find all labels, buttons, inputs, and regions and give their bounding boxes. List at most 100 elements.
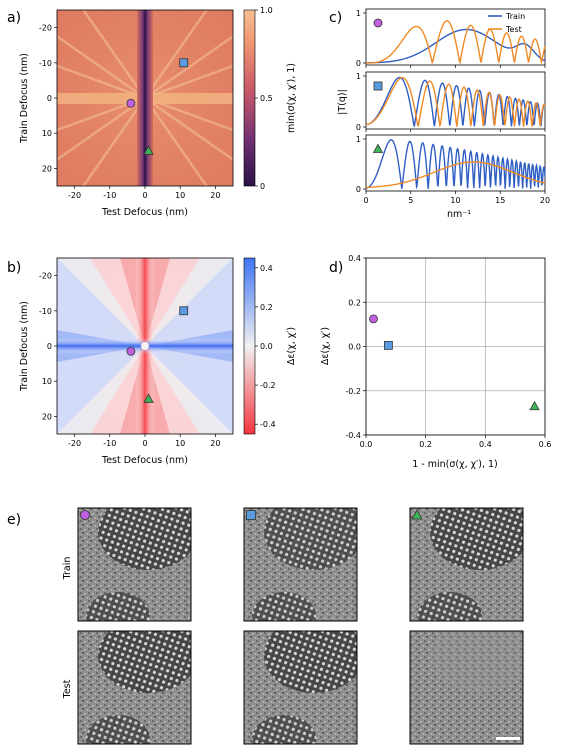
micrograph-border xyxy=(243,630,358,745)
nanoparticle xyxy=(86,592,150,621)
nanoparticle xyxy=(252,592,316,621)
test-curve xyxy=(366,20,546,65)
y-tick-label: -20 xyxy=(39,24,52,33)
x-tick-label: 0.6 xyxy=(539,440,552,449)
marker-circle xyxy=(80,510,90,520)
micrograph-border xyxy=(77,507,192,622)
panel-a-ylabel: Train Defocus (nm) xyxy=(19,53,30,144)
marker-triangle xyxy=(372,143,384,153)
marker-triangle xyxy=(143,393,154,403)
panel-b-ylabel: Train Defocus (nm) xyxy=(19,301,30,392)
x-tick-label: 20 xyxy=(540,196,550,205)
marker-circle xyxy=(369,314,378,324)
x-tick-label: 0 xyxy=(142,439,147,448)
panel-c-label: c) xyxy=(329,10,342,26)
marker-circle xyxy=(126,98,136,108)
panel-e-row-train: Train xyxy=(62,557,73,581)
y-tick-label: 1 xyxy=(356,72,361,81)
legend-train-label: Train xyxy=(505,12,525,21)
y-tick-label: 20 xyxy=(42,412,52,421)
nanoparticle xyxy=(98,508,191,570)
x-tick-label: 10 xyxy=(450,196,460,205)
marker-circle xyxy=(126,346,136,356)
y-tick-label: 10 xyxy=(42,129,52,138)
micrograph-content xyxy=(410,631,523,744)
x-tick-label: -20 xyxy=(68,439,81,448)
micrograph-tile xyxy=(409,630,524,745)
y-tick-label: -10 xyxy=(39,59,52,68)
panel-a-axes: -20 -10 0 10 20 -20 -10 0 10 20 xyxy=(39,24,221,200)
panel-b: -20 -10 0 10 20 -20 -10 0 10 20 Test Defocus (nm)… xyxy=(7,257,297,466)
heatmap-ray xyxy=(81,97,147,186)
panel-c-xlabel: nm⁻¹ xyxy=(447,209,471,220)
panel-a-colorbar xyxy=(243,9,256,187)
x-tick-label: 0 xyxy=(142,191,147,200)
panel-d-label: d) xyxy=(329,260,343,276)
x-tick-label: -10 xyxy=(103,191,116,200)
heatmap-ray xyxy=(57,96,146,132)
marker-square xyxy=(383,340,393,350)
y-tick-label: 1 xyxy=(356,9,361,18)
test-curve xyxy=(365,77,546,128)
micrograph-tile xyxy=(77,507,192,622)
marker-square xyxy=(179,306,189,316)
panel-c-legend: Train Test xyxy=(488,12,525,34)
x-tick-label: 15 xyxy=(495,196,505,205)
y-tick-label: 1 xyxy=(356,135,361,144)
panel-a-label: a) xyxy=(7,10,21,26)
y-tick-label: 0 xyxy=(47,342,52,351)
nanoparticle xyxy=(264,508,357,570)
marker-triangle xyxy=(529,400,540,411)
panel-e-row-test: Test xyxy=(62,679,73,699)
heatmap-ray xyxy=(144,64,233,100)
panel-b-colorbar-ticks: 0.4 0.2 0.0 -0.2 -0.4 xyxy=(255,264,276,429)
micrograph-tile xyxy=(243,507,358,622)
y-tick-label: 0 xyxy=(356,59,361,68)
scale-bar xyxy=(496,737,520,740)
heatmap-ray xyxy=(57,64,146,100)
panel-a-xlabel: Test Defocus (nm) xyxy=(101,207,188,218)
y-tick-label: -20 xyxy=(39,272,52,281)
marker-square xyxy=(179,58,189,68)
x-tick-label: 0.0 xyxy=(360,440,373,449)
micrograph-content xyxy=(410,508,523,621)
legend-test-label: Test xyxy=(505,25,522,34)
micrograph-content xyxy=(244,631,357,744)
micrograph-noise xyxy=(410,631,523,744)
x-tick-label: 20 xyxy=(210,439,220,448)
panel-e-label: e) xyxy=(7,512,21,528)
x-tick-label: 0 xyxy=(363,196,368,205)
panel-b-label: b) xyxy=(7,260,21,276)
train-curve xyxy=(365,28,546,64)
panel-a-heatmap xyxy=(57,10,233,186)
marker-square xyxy=(373,81,383,91)
y-tick-label: -0.4 xyxy=(345,431,361,440)
panel-d: 0.0 0.2 0.4 0.6 0.4 0.2 0.0 -0.2 -0.4 1 - min(σ(… xyxy=(320,254,551,470)
micrograph-content xyxy=(244,508,357,621)
marker-triangle xyxy=(143,145,154,155)
y-tick-label: -10 xyxy=(39,307,52,316)
x-tick-label: 5 xyxy=(408,196,413,205)
micrograph-tile xyxy=(77,630,192,745)
panel-d-axes: 0.0 0.2 0.4 0.6 0.4 0.2 0.0 -0.2 -0.4 xyxy=(345,254,551,449)
heatmap-ray xyxy=(57,96,146,162)
x-tick-label: 0.4 xyxy=(479,440,492,449)
heatmap-ray xyxy=(144,34,233,100)
micrograph-tile xyxy=(243,630,358,745)
marker-triangle xyxy=(411,509,423,520)
panel-d-xlabel: 1 - min(σ(χ, χ′), 1) xyxy=(412,459,498,470)
test-curve xyxy=(365,161,546,189)
panel-e: e) Train Test xyxy=(7,507,524,745)
y-tick-label: 0.2 xyxy=(348,298,361,307)
y-tick-label: 0 xyxy=(356,185,361,194)
heatmap-ray xyxy=(144,96,233,132)
y-tick-label: 0 xyxy=(47,94,52,103)
colorbar-tick-label: 0.5 xyxy=(260,94,273,103)
train-curve xyxy=(365,76,546,128)
nanoparticle xyxy=(98,631,191,693)
y-tick-label: 0.4 xyxy=(348,254,361,263)
nanoparticle xyxy=(252,715,316,744)
y-tick-label: 20 xyxy=(42,164,52,173)
micrograph-border xyxy=(77,630,192,745)
